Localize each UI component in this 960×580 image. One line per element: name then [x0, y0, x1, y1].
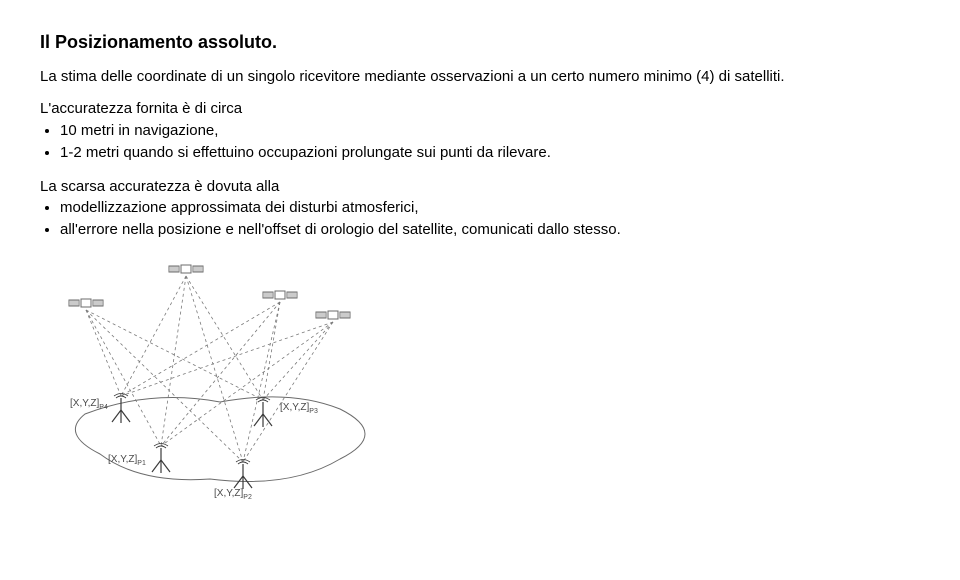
gps-diagram: [X,Y,Z]P4[X,Y,Z]P3[X,Y,Z]P1[X,Y,Z]P2: [40, 254, 460, 484]
accuracy-list: 10 metri in navigazione, 1-2 metri quand…: [40, 120, 920, 165]
causes-list: modellizzazione approssimata dei disturb…: [40, 197, 920, 242]
list-item: 10 metri in navigazione,: [60, 120, 920, 143]
accuracy-intro: L'accuratezza fornita è di circa: [40, 99, 920, 119]
satellite-icon: [68, 292, 104, 314]
receiver-label: [X,Y,Z]P3: [280, 402, 318, 415]
satellite-icon: [168, 258, 204, 280]
paragraph-intro: La stima delle coordinate di un singolo …: [40, 67, 920, 87]
receiver-icon: [108, 392, 134, 424]
receiver-label: [X,Y,Z]P4: [70, 398, 108, 411]
receiver-icon: [250, 396, 276, 428]
satellite-icon: [315, 304, 351, 326]
list-item: modellizzazione approssimata dei disturb…: [60, 197, 920, 220]
list-item: 1-2 metri quando si effettuino occupazio…: [60, 142, 920, 165]
page-title: Il Posizionamento assoluto.: [40, 32, 920, 53]
signal-lines: [40, 254, 460, 484]
receiver-label: [X,Y,Z]P2: [214, 488, 252, 501]
receiver-icon: [148, 442, 174, 474]
list-item: all'errore nella posizione e nell'offset…: [60, 219, 920, 242]
receiver-icon: [230, 458, 256, 490]
receiver-label: [X,Y,Z]P1: [108, 454, 146, 467]
satellite-icon: [262, 284, 298, 306]
causes-intro: La scarsa accuratezza è dovuta alla: [40, 177, 920, 197]
